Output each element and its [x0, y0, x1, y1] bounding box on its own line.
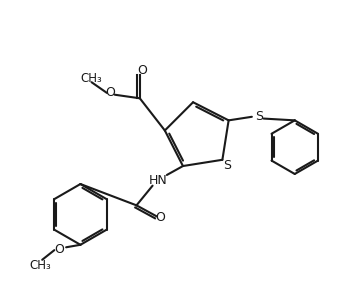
Text: S: S	[223, 159, 231, 172]
Text: S: S	[255, 110, 263, 123]
Text: CH₃: CH₃	[81, 72, 103, 85]
Text: O: O	[105, 86, 115, 100]
Text: CH₃: CH₃	[30, 259, 51, 272]
Text: O: O	[54, 243, 64, 256]
Text: HN: HN	[149, 174, 167, 187]
Text: O: O	[156, 211, 165, 224]
Text: O: O	[138, 63, 148, 77]
